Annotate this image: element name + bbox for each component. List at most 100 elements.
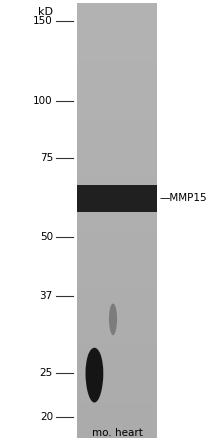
Bar [77, 166, 157, 168]
Bar [77, 227, 157, 229]
Bar [77, 390, 157, 392]
Bar [77, 229, 157, 231]
Bar [77, 255, 157, 257]
Bar [77, 201, 157, 203]
Bar [77, 381, 157, 383]
Bar [77, 218, 157, 220]
Bar [77, 412, 157, 414]
Text: 50: 50 [40, 232, 53, 242]
Bar [77, 64, 157, 66]
Bar [77, 81, 157, 83]
Bar [77, 107, 157, 109]
Bar [77, 433, 157, 435]
Bar [77, 260, 157, 261]
Bar [77, 157, 157, 159]
Bar [77, 140, 157, 142]
Text: 150: 150 [33, 16, 53, 27]
Bar [77, 388, 157, 390]
Text: 37: 37 [40, 291, 53, 301]
Bar [77, 24, 157, 27]
Bar [77, 142, 157, 144]
Text: 100: 100 [33, 96, 53, 106]
Bar [77, 416, 157, 418]
Bar [77, 68, 157, 70]
Bar [77, 192, 157, 194]
Bar [77, 74, 157, 77]
Bar [77, 373, 157, 375]
Ellipse shape [85, 348, 103, 403]
Bar [77, 251, 157, 253]
Bar [77, 203, 157, 205]
Bar [77, 207, 157, 210]
Bar [77, 9, 157, 12]
Bar [77, 418, 157, 420]
Bar [77, 101, 157, 103]
Bar [77, 216, 157, 218]
Bar [77, 29, 157, 31]
Bar [77, 261, 157, 264]
Bar [77, 79, 157, 81]
Bar [77, 205, 157, 207]
Bar [77, 7, 157, 9]
Bar [77, 396, 157, 399]
Bar [77, 361, 157, 364]
Bar [77, 423, 157, 425]
Bar [77, 249, 157, 251]
Bar [77, 277, 157, 279]
Bar [77, 318, 157, 320]
Bar [77, 431, 157, 433]
Bar [77, 14, 157, 16]
Bar [77, 414, 157, 416]
Bar [77, 281, 157, 284]
Bar [77, 55, 157, 57]
Bar [77, 359, 157, 361]
Bar [77, 299, 157, 301]
Bar [77, 48, 157, 51]
Bar [77, 231, 157, 233]
Bar [77, 240, 157, 242]
Bar [77, 148, 157, 151]
Bar [77, 136, 157, 138]
Bar [77, 155, 157, 157]
Text: kD: kD [38, 7, 53, 17]
Bar [77, 168, 157, 170]
Bar [77, 296, 157, 299]
Bar [77, 210, 157, 212]
Bar [77, 138, 157, 140]
Bar [77, 170, 157, 172]
Bar [77, 31, 157, 33]
Bar [77, 331, 157, 333]
Bar [77, 164, 157, 166]
Bar [77, 272, 157, 275]
Bar [77, 405, 157, 407]
Bar [77, 279, 157, 281]
Bar [77, 379, 157, 381]
Bar [77, 129, 157, 131]
Bar [77, 237, 157, 240]
Bar [77, 409, 157, 412]
Bar [77, 122, 157, 124]
Bar [77, 179, 157, 181]
Bar [77, 62, 157, 64]
Bar [77, 94, 157, 96]
Bar [77, 288, 157, 290]
Bar [77, 46, 157, 48]
Bar [77, 394, 157, 396]
Text: 20: 20 [40, 412, 53, 422]
Bar [77, 181, 157, 183]
Bar [77, 72, 157, 74]
Bar [77, 194, 157, 196]
Bar [77, 275, 157, 277]
Bar [77, 159, 157, 162]
Bar [77, 18, 157, 20]
Bar [77, 385, 157, 388]
Bar [77, 151, 157, 153]
Bar [77, 305, 157, 307]
Bar [77, 429, 157, 431]
Bar [77, 33, 157, 35]
Bar [77, 12, 157, 14]
Bar [77, 264, 157, 266]
Bar [77, 66, 157, 68]
Bar [77, 35, 157, 38]
Bar [77, 407, 157, 409]
